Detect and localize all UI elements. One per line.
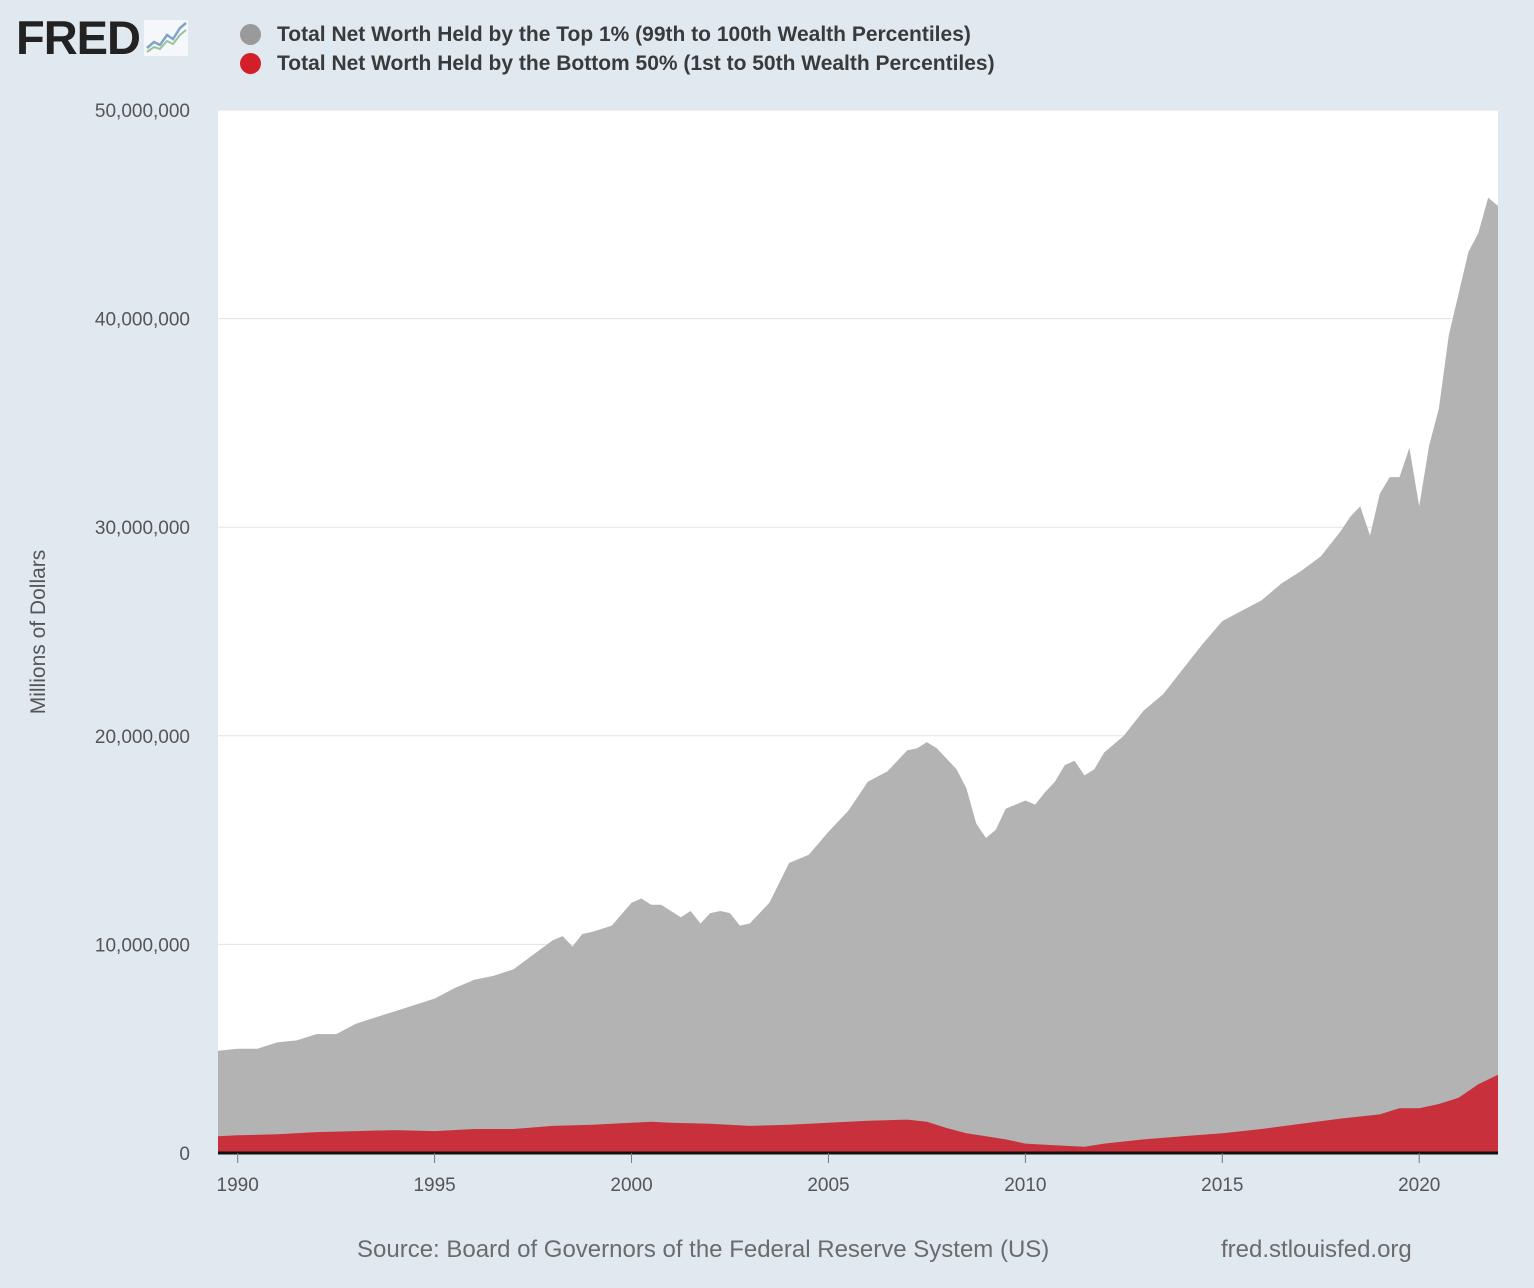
x-tick-label: 2000 bbox=[610, 1175, 652, 1196]
legend-swatch-bottom-50-percent bbox=[240, 53, 261, 74]
fred-logo[interactable]: FRED bbox=[16, 14, 188, 64]
legend-item-top-1-percent[interactable]: Total Net Worth Held by the Top 1% (99th… bbox=[240, 20, 995, 49]
series-area-top-1-percent bbox=[218, 197, 1498, 1154]
x-tick-label: 2010 bbox=[1004, 1175, 1046, 1196]
legend-label-bottom-50-percent: Total Net Worth Held by the Bottom 50% (… bbox=[277, 51, 995, 75]
legend-swatch-top-1-percent bbox=[240, 24, 261, 45]
x-tick-label: 2020 bbox=[1398, 1175, 1440, 1196]
trend-line-icon bbox=[143, 20, 188, 56]
x-tick-label: 2005 bbox=[807, 1175, 849, 1196]
site-link[interactable]: fred.stlouisfed.org bbox=[1221, 1236, 1412, 1263]
series-area-bottom-50-percent bbox=[218, 1074, 1498, 1153]
source-note: Source: Board of Governors of the Federa… bbox=[357, 1236, 1050, 1263]
y-tick-label: 40,000,000 bbox=[95, 310, 190, 331]
series-areas bbox=[218, 197, 1498, 1154]
y-tick-label: 0 bbox=[179, 1144, 190, 1165]
legend-item-bottom-50-percent[interactable]: Total Net Worth Held by the Bottom 50% (… bbox=[240, 49, 995, 78]
chart-legend: Total Net Worth Held by the Top 1% (99th… bbox=[240, 20, 995, 78]
x-axis-ticks: 1990 1995 2000 2005 2010 2015 2020 bbox=[217, 1153, 1440, 1196]
x-tick-label: 2015 bbox=[1201, 1175, 1243, 1196]
y-axis-label: Millions of Dollars bbox=[27, 550, 50, 715]
fred-logo-text: FRED bbox=[16, 11, 141, 64]
x-tick-label: 1995 bbox=[413, 1175, 455, 1196]
legend-label-top-1-percent: Total Net Worth Held by the Top 1% (99th… bbox=[277, 22, 971, 46]
y-axis-ticks: 0 10,000,000 20,000,000 30,000,000 40,000,00… bbox=[95, 101, 190, 1165]
y-tick-label: 30,000,000 bbox=[95, 518, 190, 539]
x-tick-label: 1990 bbox=[217, 1175, 259, 1196]
y-tick-label: 20,000,000 bbox=[95, 727, 190, 748]
y-tick-label: 10,000,000 bbox=[95, 935, 190, 956]
y-tick-label: 50,000,000 bbox=[95, 101, 190, 122]
